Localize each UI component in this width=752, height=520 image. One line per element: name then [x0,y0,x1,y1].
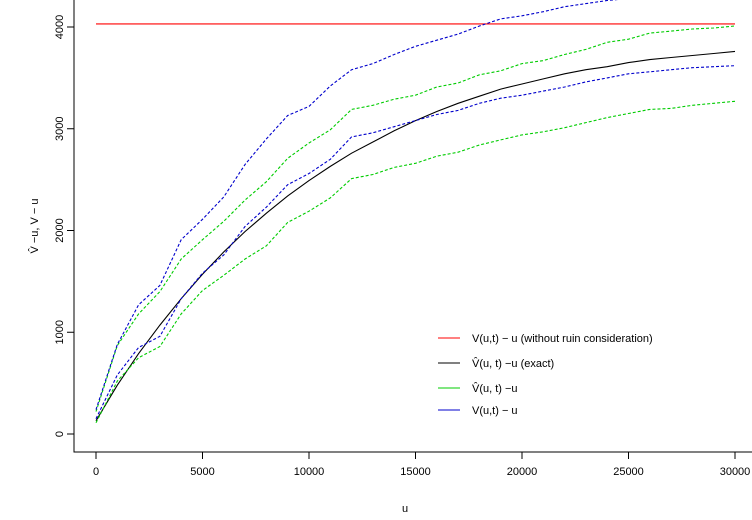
series-line-5 [95,65,736,419]
y-tick-label: 1000 [54,320,66,344]
y-tick-label: 4000 [54,15,66,39]
x-tick-label: 10000 [294,466,325,478]
x-tick-label: 0 [93,466,99,478]
y-tick-label: 0 [54,431,66,437]
x-axis-label: u [402,503,408,515]
legend-item-label: V(u,t) − u [472,405,518,417]
legend: V(u,t) − u (without ruin consideration) V… [438,333,653,417]
legend-item-label: V̂(u, t) −u [472,381,518,395]
plot-frame [73,0,752,453]
x-tick-label: 5000 [190,466,214,478]
x-tick-label: 20000 [507,466,538,478]
y-tick-label: 2000 [54,218,66,242]
y-axis-label: V̂ −u, V − u [27,198,41,253]
x-tick-label: 15000 [400,466,431,478]
legend-item-label: V̂(u, t) −u (exact) [472,356,554,370]
series-line-4 [95,0,619,410]
series-line-2 [95,25,736,412]
legend-item-label: V(u,t) − u (without ruin consideration) [472,333,653,345]
series-line-3 [95,100,736,424]
series-line-1 [95,50,736,422]
series-lines [95,0,736,424]
y-tick-label: 3000 [54,117,66,141]
axes: 0 5000 10000 15000 20000 25000 30000 0 1000 2000 3… [54,0,752,478]
x-tick-label: 30000 [720,466,751,478]
x-tick-label: 25000 [613,466,644,478]
